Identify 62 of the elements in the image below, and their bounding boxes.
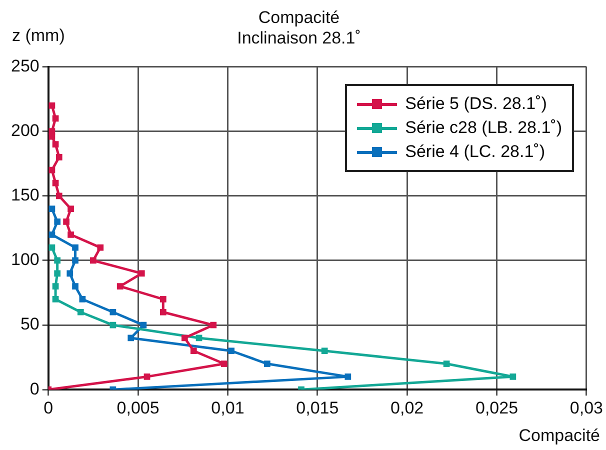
point <box>56 154 62 160</box>
point <box>210 322 217 328</box>
legend-label: Série c28 (LB. 28.1˚) <box>405 118 562 138</box>
point <box>264 360 270 367</box>
point <box>160 296 166 302</box>
y-tick-label: 250 <box>10 56 40 76</box>
point <box>140 322 147 328</box>
point <box>228 348 234 354</box>
y-tick-label: 100 <box>10 250 40 270</box>
point <box>144 374 150 380</box>
point <box>52 296 59 302</box>
x-tick-label: 0,025 <box>476 398 518 418</box>
y-tick-label: 150 <box>10 186 40 205</box>
point <box>56 192 62 200</box>
point <box>321 348 328 354</box>
legend-label: Série 5 (DS. 28.1˚) <box>405 94 547 114</box>
point <box>128 334 134 342</box>
point <box>48 231 56 238</box>
point <box>344 374 352 380</box>
point <box>72 244 78 251</box>
y-tick-label: 0 <box>30 379 40 398</box>
point <box>66 270 74 277</box>
point <box>48 166 56 174</box>
text: Compacité <box>258 8 340 27</box>
y-tick-label: 50 <box>20 314 40 334</box>
point <box>68 206 74 212</box>
point <box>48 128 56 135</box>
point <box>443 360 450 367</box>
point <box>116 283 124 290</box>
point <box>52 283 59 290</box>
point <box>54 257 61 264</box>
point <box>72 283 78 290</box>
x-tick-label: 0,03 <box>570 398 604 418</box>
point <box>97 244 104 251</box>
point <box>182 334 188 342</box>
point <box>510 374 516 380</box>
point <box>48 206 56 212</box>
legend-label: Série 4 (LC. 28.1˚) <box>405 142 545 162</box>
point <box>138 270 145 277</box>
x-tick-label: 0,015 <box>296 398 339 418</box>
x-tick-label: 0 <box>44 398 54 418</box>
y-axis-title: z (mm) <box>12 26 65 46</box>
x-tick-label: 0,02 <box>390 398 424 418</box>
x-tick-label: 0,01 <box>211 398 244 418</box>
point <box>160 308 166 316</box>
point <box>54 218 61 225</box>
point <box>220 360 228 367</box>
point <box>77 308 84 316</box>
x-tick-label: 0,005 <box>116 398 160 418</box>
y-tick-label: 200 <box>10 121 40 140</box>
point <box>68 231 74 238</box>
point <box>54 270 61 277</box>
point <box>52 141 59 148</box>
x-axis-title: Compacité <box>518 426 600 446</box>
point <box>190 348 197 354</box>
point <box>72 257 78 264</box>
point <box>79 296 86 302</box>
point <box>110 308 116 316</box>
point <box>63 218 70 225</box>
point <box>90 257 96 264</box>
text: Inclinaison 28.1˚ <box>237 28 361 48</box>
point <box>48 244 56 251</box>
